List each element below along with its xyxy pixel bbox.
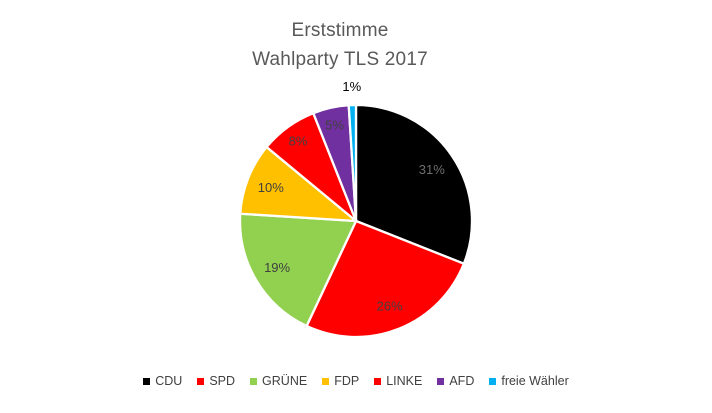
legend-label-cdu: CDU xyxy=(155,374,183,388)
legend: CDU SPD GRÜNE FDP LINKE AFD freie Wähler xyxy=(0,374,712,388)
chart-title-line-2: Wahlparty TLS 2017 xyxy=(252,49,428,70)
legend-label-spd: SPD xyxy=(209,374,236,388)
pie-slice-cdu xyxy=(354,103,474,265)
pie-slice-spd xyxy=(305,219,465,339)
legend-swatch-gr-ne xyxy=(250,377,258,385)
pie-label-freie-w-hler: 1% xyxy=(342,79,361,94)
legend-item-gr-ne: GRÜNE xyxy=(250,374,307,388)
pie-label-linke: 8% xyxy=(289,134,308,149)
pie-slice-fdp xyxy=(239,145,358,223)
legend-item-freie-w-hler: freie Wähler xyxy=(489,374,569,388)
chart-title: Erststimme Wahlparty TLS 2017 xyxy=(0,16,696,74)
pie-label-afd: 5% xyxy=(325,117,344,132)
legend-item-spd: SPD xyxy=(197,374,235,388)
pie-label-gr-ne: 19% xyxy=(264,260,290,275)
legend-swatch-linke xyxy=(374,377,382,385)
pie-label-cdu: 31% xyxy=(419,162,445,177)
legend-label-fdp: FDP xyxy=(334,374,360,388)
legend-label-gr-ne: GRÜNE xyxy=(262,374,308,388)
pie-slice-gr-ne xyxy=(238,212,358,328)
pie-label-fdp: 10% xyxy=(258,180,284,195)
legend-swatch-freie-w-hler xyxy=(489,377,497,385)
pie-label-spd: 26% xyxy=(377,299,403,314)
chart-title-line-1: Erststimme xyxy=(291,20,389,41)
pie-slice-freie-w-hler xyxy=(347,103,358,223)
legend-swatch-spd xyxy=(197,377,205,385)
legend-swatch-fdp xyxy=(322,377,330,385)
legend-label-linke: LINKE xyxy=(386,374,423,388)
legend-swatch-afd xyxy=(437,377,445,385)
legend-label-freie-w-hler: freie Wähler xyxy=(501,374,569,388)
legend-swatch-cdu xyxy=(143,377,151,385)
legend-item-cdu: CDU xyxy=(143,374,182,388)
legend-item-linke: LINKE xyxy=(374,374,422,388)
legend-label-afd: AFD xyxy=(449,374,475,388)
legend-item-afd: AFD xyxy=(437,374,474,388)
legend-item-fdp: FDP xyxy=(322,374,359,388)
